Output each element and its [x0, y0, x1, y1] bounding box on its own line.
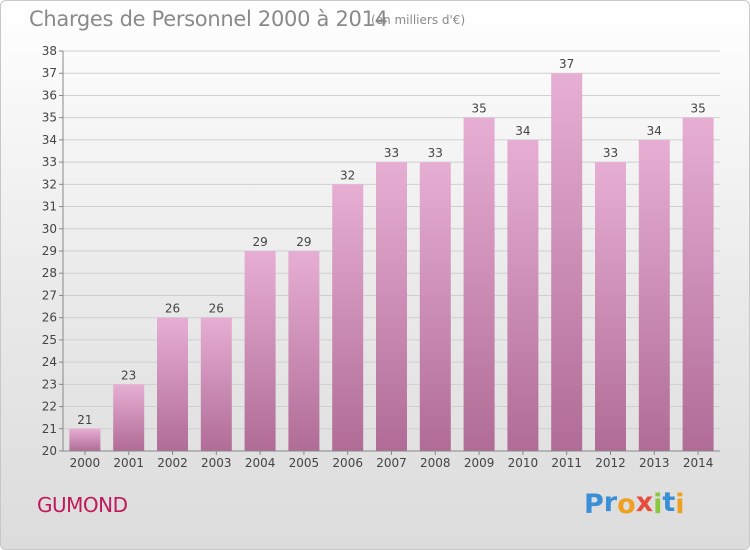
- x-tick-label: 2007: [376, 456, 407, 470]
- bar-value-label: 33: [384, 146, 399, 160]
- y-tick-label: 32: [42, 177, 57, 191]
- y-tick-label: 35: [42, 111, 57, 125]
- bar-2007: [376, 162, 407, 451]
- y-tick-label: 36: [42, 88, 57, 102]
- bar-2009: [463, 117, 495, 452]
- bar-value-label: 29: [252, 235, 267, 249]
- bar-2013: [638, 139, 670, 451]
- y-tick-label: 38: [42, 44, 57, 58]
- bar-2004: [244, 251, 276, 451]
- y-tick-label: 22: [42, 400, 57, 414]
- x-tick-label: 2004: [245, 456, 276, 470]
- y-tick-label: 37: [42, 66, 57, 80]
- bar-2014: [682, 117, 714, 452]
- x-tick-label: 2013: [639, 456, 670, 470]
- y-tick-label: 27: [42, 288, 57, 302]
- bar-value-label: 26: [165, 302, 180, 316]
- bar-2003: [200, 317, 232, 451]
- bar-value-label: 35: [690, 102, 705, 116]
- commune-name: GUMOND: [37, 493, 128, 517]
- logo-letter: i: [653, 489, 663, 520]
- x-tick-label: 2008: [420, 456, 451, 470]
- x-tick-label: 2000: [70, 456, 101, 470]
- chart-subtitle: (en milliers d'€): [371, 13, 466, 27]
- x-tick-label: 2014: [683, 456, 714, 470]
- bar-2012: [595, 162, 626, 451]
- y-tick-label: 20: [42, 444, 57, 458]
- y-tick-label: 29: [42, 244, 57, 258]
- x-tick-label: 2003: [201, 456, 232, 470]
- x-tick-label: 2012: [595, 456, 626, 470]
- y-tick-label: 25: [42, 333, 57, 347]
- bar-value-label: 33: [603, 146, 618, 160]
- bar-value-label: 34: [647, 124, 662, 138]
- logo-letter: t: [662, 487, 676, 518]
- logo-letter: x: [635, 487, 654, 518]
- bar-2011: [551, 73, 583, 451]
- bar-value-label: 29: [296, 235, 311, 249]
- logo-letter: o: [617, 489, 636, 520]
- bar-value-label: 34: [515, 124, 530, 138]
- y-tick-label: 26: [42, 311, 57, 325]
- bar-2001: [113, 384, 145, 451]
- bar-2008: [419, 162, 451, 451]
- x-tick-label: 2010: [508, 456, 539, 470]
- bar-2006: [332, 184, 364, 452]
- x-tick-label: 2002: [157, 456, 188, 470]
- x-tick-label: 2011: [551, 456, 582, 470]
- bar-2000: [69, 428, 101, 451]
- logo-letter: i: [675, 489, 685, 520]
- chart-title: Charges de Personnel 2000 à 2014: [29, 7, 388, 31]
- bar-value-label: 32: [340, 168, 355, 182]
- bar-value-label: 26: [209, 302, 224, 316]
- bar-2005: [288, 251, 320, 451]
- bar-value-label: 33: [428, 146, 443, 160]
- y-tick-label: 34: [42, 133, 57, 147]
- bar-2002: [157, 317, 188, 451]
- proxiti-logo: Proxiti: [584, 487, 685, 520]
- bar-value-label: 37: [559, 57, 574, 71]
- logo-letter: r: [603, 487, 618, 518]
- y-tick-label: 23: [42, 377, 57, 391]
- y-tick-label: 30: [42, 222, 57, 236]
- x-tick-label: 2005: [289, 456, 320, 470]
- bar-value-label: 23: [121, 368, 136, 382]
- x-tick-label: 2001: [113, 456, 144, 470]
- y-tick-label: 33: [42, 155, 57, 169]
- x-tick-label: 2006: [332, 456, 363, 470]
- y-tick-label: 24: [42, 355, 57, 369]
- y-tick-label: 28: [42, 266, 57, 280]
- bar-2010: [507, 139, 539, 451]
- bar-value-label: 21: [77, 413, 92, 427]
- x-tick-label: 2009: [464, 456, 495, 470]
- y-tick-label: 21: [42, 422, 57, 436]
- logo-letter: P: [584, 489, 604, 520]
- y-tick-label: 31: [42, 200, 57, 214]
- bar-value-label: 35: [471, 102, 486, 116]
